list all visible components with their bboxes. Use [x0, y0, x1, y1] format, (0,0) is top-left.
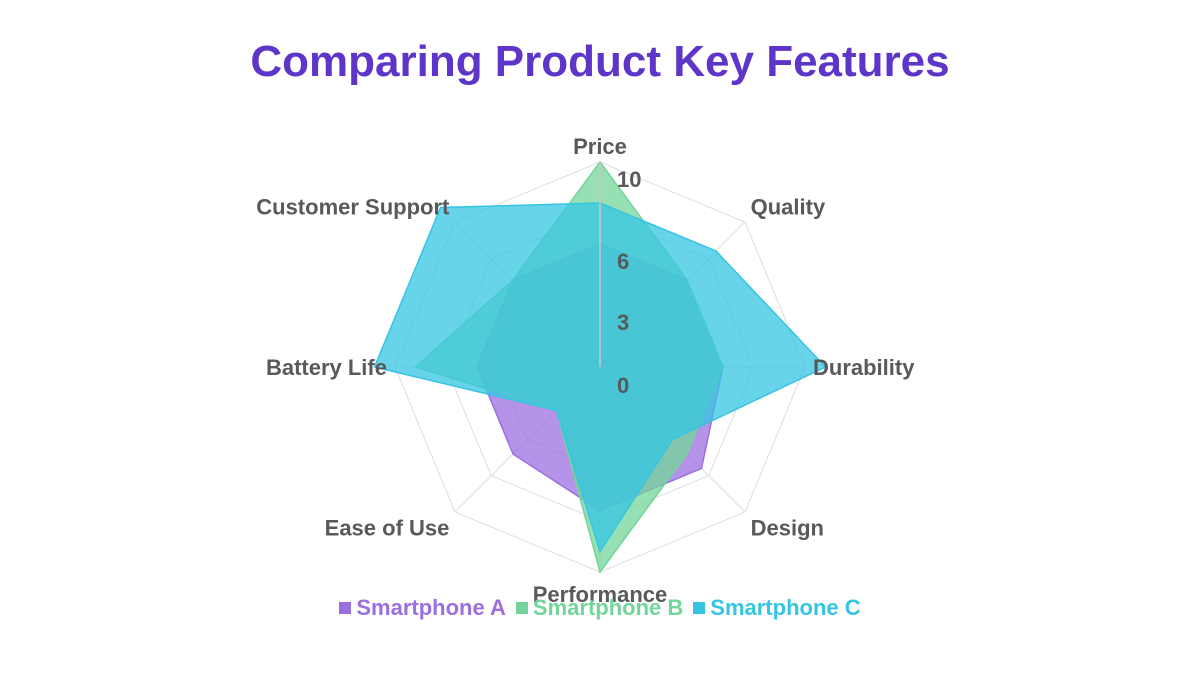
tick-label: 6 [617, 249, 629, 274]
category-label-ease-of-use: Ease of Use [325, 516, 450, 541]
legend-label: Smartphone C [710, 595, 861, 620]
radial-tick-labels: 0 3 6 10 [599, 162, 641, 398]
legend-label: Smartphone B [532, 595, 684, 620]
category-label-price: Price [573, 134, 627, 159]
legend-item-smartphone-a[interactable]: Smartphone A [339, 595, 506, 621]
legend-swatch [693, 602, 706, 614]
category-label-quality: Quality [751, 194, 826, 219]
tick-label: 3 [617, 310, 629, 335]
tick-label: 0 [617, 373, 629, 398]
category-labels: Price Quality Durability Design Performance E… [256, 134, 915, 607]
legend: Smartphone A Smartphone B Smartphone C [0, 595, 1200, 621]
legend-swatch [515, 602, 528, 614]
category-label-design: Design [751, 516, 824, 541]
category-label-performance: Performance [533, 582, 668, 607]
series-area-smartphone-c[interactable] [373, 202, 827, 554]
legend-item-smartphone-b[interactable]: Smartphone B [515, 595, 684, 621]
category-label-durability: Durability [813, 355, 915, 380]
chart-title: Comparing Product Key Features [250, 37, 950, 86]
legend-item-smartphone-c[interactable]: Smartphone C [693, 595, 861, 621]
legend-label: Smartphone A [356, 595, 506, 620]
radar-series-layer [373, 160, 827, 574]
category-label-customer-support: Customer Support [256, 194, 450, 219]
legend-swatch [339, 602, 352, 614]
category-label-battery-life: Battery Life [266, 355, 387, 380]
tick-label: 10 [617, 167, 641, 192]
